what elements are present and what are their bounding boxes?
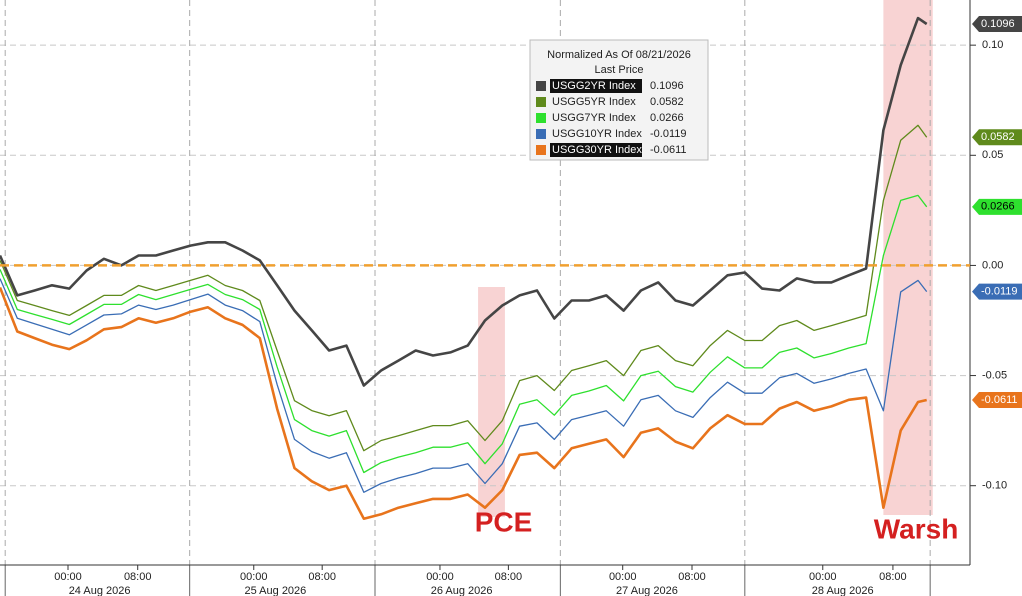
x-date-label: 28 Aug 2026 bbox=[812, 585, 874, 596]
highlight-band bbox=[883, 0, 933, 515]
x-tick-label: 08:00 bbox=[678, 571, 706, 583]
x-tick-label: 00:00 bbox=[240, 571, 268, 583]
x-tick-label: 08:00 bbox=[308, 571, 336, 583]
legend-swatch bbox=[536, 81, 546, 91]
legend-value: 0.0582 bbox=[650, 96, 684, 108]
annotation: Warsh bbox=[874, 513, 959, 544]
x-tick-label: 00:00 bbox=[609, 571, 637, 583]
legend-highlight bbox=[550, 143, 642, 157]
legend-title: Normalized As Of 08/21/2026 bbox=[547, 49, 691, 61]
highlight-band bbox=[478, 287, 505, 517]
last-value-label: 0.0266 bbox=[981, 201, 1015, 213]
legend-swatch bbox=[536, 97, 546, 107]
series-line bbox=[0, 278, 928, 493]
legend-label: USGG30YR Index bbox=[552, 144, 642, 156]
x-date-label: 27 Aug 2026 bbox=[616, 585, 678, 596]
y-tick-label: 0.10 bbox=[982, 39, 1003, 51]
x-tick-label: 00:00 bbox=[809, 571, 837, 583]
legend-box bbox=[529, 39, 709, 161]
x-tick-label: 08:00 bbox=[879, 571, 907, 583]
y-tick-label: 0.05 bbox=[982, 149, 1003, 161]
x-date-label: 25 Aug 2026 bbox=[245, 585, 307, 596]
legend-swatch bbox=[536, 145, 546, 155]
last-value-tag bbox=[972, 392, 1022, 409]
series-line bbox=[0, 124, 928, 452]
legend-value: 0.1096 bbox=[650, 80, 684, 92]
legend-label: USGG10YR Index bbox=[552, 128, 642, 140]
x-tick-label: 08:00 bbox=[124, 571, 152, 583]
x-tick-label: 00:00 bbox=[54, 571, 82, 583]
y-tick-label: -0.10 bbox=[982, 480, 1007, 492]
y-tick-label: 0.00 bbox=[982, 259, 1003, 271]
legend-label: USGG2YR Index bbox=[552, 80, 636, 92]
last-value-tag bbox=[972, 283, 1022, 300]
annotation: PCE bbox=[475, 506, 533, 537]
legend-value: 0.0266 bbox=[650, 112, 684, 124]
series-line bbox=[0, 194, 928, 474]
legend-label: USGG5YR Index bbox=[552, 96, 636, 108]
last-value-label: -0.0119 bbox=[981, 286, 1018, 298]
y-tick-label: -0.05 bbox=[982, 369, 1007, 381]
legend-swatch bbox=[536, 129, 546, 139]
x-date-label: 24 Aug 2026 bbox=[69, 585, 131, 596]
last-value-tag bbox=[972, 198, 1022, 215]
x-date-label: 26 Aug 2026 bbox=[431, 585, 493, 596]
series-line bbox=[0, 287, 927, 520]
legend-value: -0.0119 bbox=[650, 128, 687, 140]
last-value-tag bbox=[972, 129, 1022, 146]
last-value-tag bbox=[972, 16, 1022, 33]
x-tick-label: 00:00 bbox=[426, 571, 454, 583]
series-line bbox=[0, 16, 928, 387]
legend-highlight bbox=[550, 79, 642, 93]
legend-swatch bbox=[536, 113, 546, 123]
legend-subtitle: Last Price bbox=[595, 64, 644, 76]
last-value-label: 0.0582 bbox=[981, 131, 1015, 143]
last-value-label: 0.1096 bbox=[981, 18, 1015, 30]
legend-value: -0.0611 bbox=[650, 144, 687, 156]
last-value-label: -0.0611 bbox=[981, 394, 1018, 406]
legend-label: USGG7YR Index bbox=[552, 112, 636, 124]
x-tick-label: 08:00 bbox=[495, 571, 523, 583]
